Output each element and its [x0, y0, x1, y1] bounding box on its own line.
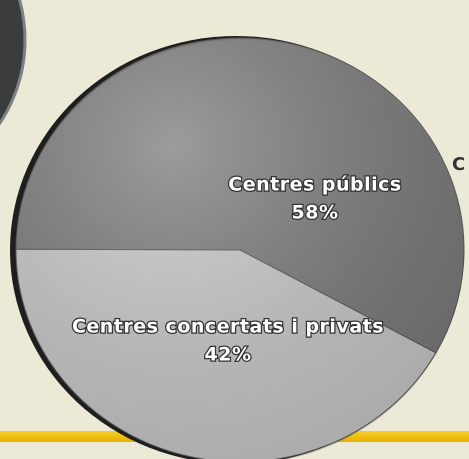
- cut-label: C: [452, 154, 465, 175]
- neighbor-pie: [0, 0, 27, 126]
- slice-value-label: 58%: [292, 202, 339, 224]
- slice-value-label: 42%: [205, 344, 252, 366]
- slice-label: Centres concertats i privats: [72, 316, 384, 338]
- slice-label: Centres públics: [228, 174, 401, 196]
